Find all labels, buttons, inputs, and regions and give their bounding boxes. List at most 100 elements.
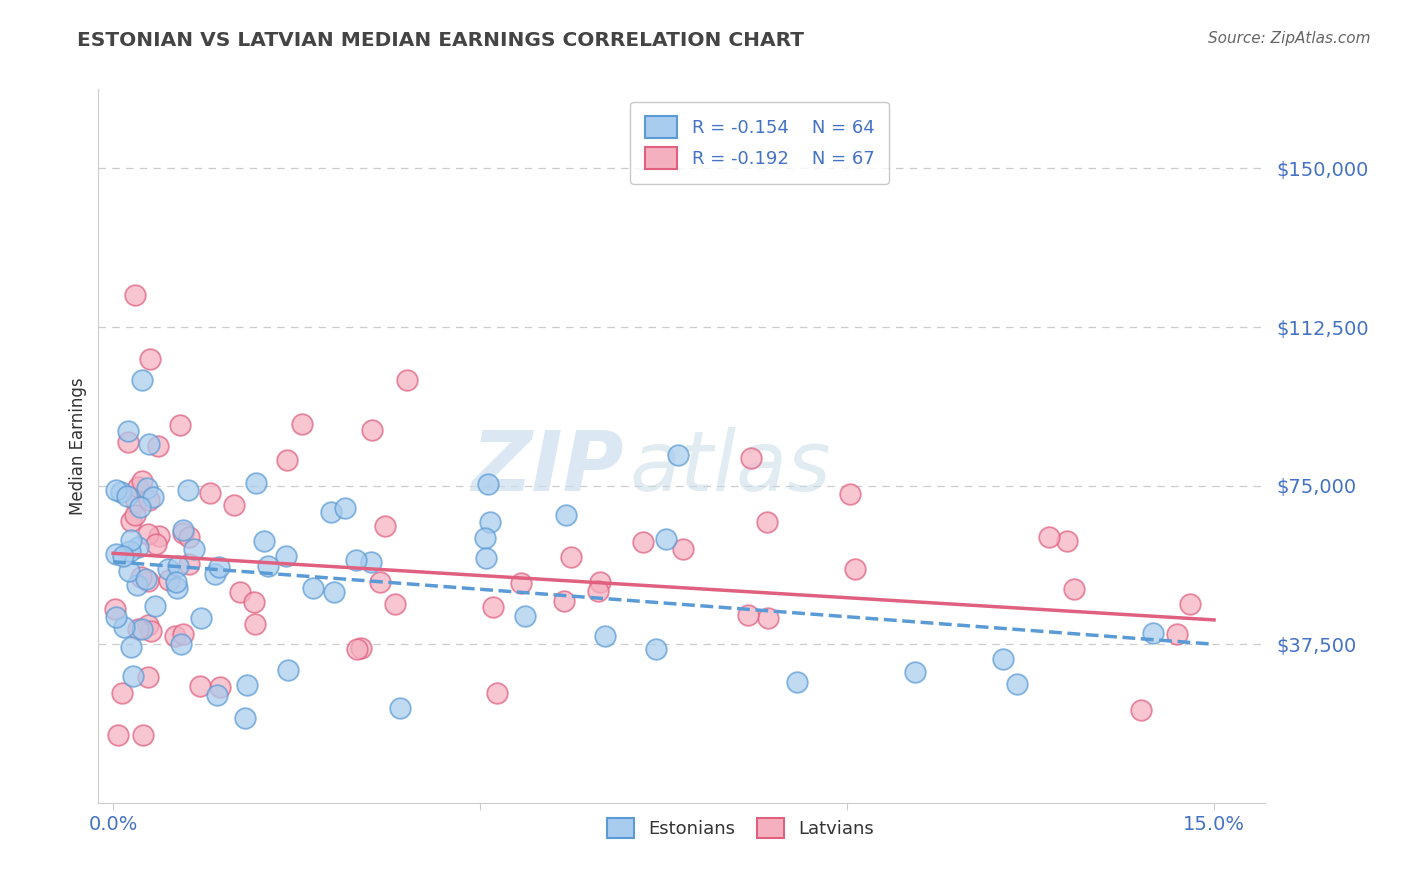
Point — [110, 484, 132, 499]
Point — [631, 535, 654, 549]
Point — [474, 531, 496, 545]
Point — [360, 423, 382, 437]
Point — [321, 504, 343, 518]
Point — [121, 669, 143, 683]
Point — [374, 518, 396, 533]
Legend: Estonians, Latvians: Estonians, Latvians — [598, 809, 883, 847]
Point — [139, 624, 162, 639]
Point — [740, 451, 762, 466]
Point — [253, 534, 276, 549]
Point — [104, 610, 127, 624]
Point — [360, 555, 382, 569]
Point — [118, 564, 141, 578]
Point — [124, 288, 146, 302]
Point — [112, 620, 135, 634]
Point — [135, 481, 157, 495]
Point — [655, 533, 678, 547]
Point — [115, 489, 138, 503]
Point — [148, 439, 170, 453]
Point — [117, 435, 139, 450]
Point — [131, 622, 153, 636]
Point — [136, 618, 159, 632]
Point — [346, 642, 368, 657]
Point — [177, 530, 200, 544]
Point — [104, 483, 127, 497]
Point — [111, 686, 134, 700]
Point — [344, 553, 367, 567]
Point — [555, 508, 578, 522]
Point — [135, 573, 157, 587]
Point — [183, 541, 205, 556]
Point — [120, 640, 142, 654]
Point — [481, 600, 503, 615]
Point — [384, 597, 406, 611]
Point — [138, 492, 160, 507]
Point — [208, 560, 231, 574]
Point — [229, 585, 252, 599]
Point — [322, 585, 344, 599]
Point — [1056, 533, 1078, 548]
Point — [157, 574, 180, 588]
Point — [672, 541, 695, 556]
Point — [127, 480, 149, 494]
Point — [131, 570, 153, 584]
Point — [127, 540, 149, 554]
Point — [276, 549, 298, 564]
Point — [145, 599, 167, 613]
Point — [127, 622, 149, 636]
Point — [666, 448, 689, 462]
Point — [138, 437, 160, 451]
Point — [245, 616, 267, 631]
Point — [179, 557, 201, 571]
Point — [478, 515, 501, 529]
Point — [167, 558, 190, 573]
Point — [1166, 626, 1188, 640]
Point — [586, 584, 609, 599]
Point — [560, 550, 582, 565]
Point — [172, 525, 194, 540]
Point — [474, 551, 496, 566]
Point — [515, 608, 537, 623]
Point — [222, 498, 245, 512]
Point — [1063, 582, 1085, 597]
Point — [131, 373, 153, 387]
Point — [127, 577, 149, 591]
Point — [1038, 530, 1060, 544]
Point — [104, 547, 127, 561]
Point — [368, 574, 391, 589]
Text: Source: ZipAtlas.com: Source: ZipAtlas.com — [1208, 31, 1371, 46]
Point — [148, 529, 170, 543]
Point — [553, 594, 575, 608]
Point — [395, 373, 418, 387]
Point — [170, 637, 193, 651]
Point — [145, 537, 167, 551]
Point — [277, 663, 299, 677]
Point — [208, 680, 231, 694]
Point — [233, 711, 256, 725]
Point — [121, 533, 143, 548]
Point — [111, 549, 134, 563]
Point — [136, 526, 159, 541]
Point — [756, 515, 779, 529]
Point — [172, 523, 194, 537]
Text: atlas: atlas — [630, 427, 831, 508]
Point — [588, 574, 610, 589]
Point — [333, 501, 356, 516]
Point — [737, 607, 759, 622]
Point — [136, 670, 159, 684]
Point — [204, 567, 226, 582]
Text: ESTONIAN VS LATVIAN MEDIAN EARNINGS CORRELATION CHART: ESTONIAN VS LATVIAN MEDIAN EARNINGS CORR… — [77, 31, 804, 50]
Point — [128, 500, 150, 514]
Point — [486, 686, 509, 700]
Point — [124, 495, 146, 509]
Point — [1142, 626, 1164, 640]
Point — [104, 602, 127, 616]
Point — [1007, 677, 1029, 691]
Point — [245, 476, 267, 491]
Point — [593, 628, 616, 642]
Point — [844, 562, 866, 576]
Point — [1129, 703, 1152, 717]
Point — [991, 652, 1014, 666]
Point — [301, 581, 323, 595]
Point — [838, 487, 860, 501]
